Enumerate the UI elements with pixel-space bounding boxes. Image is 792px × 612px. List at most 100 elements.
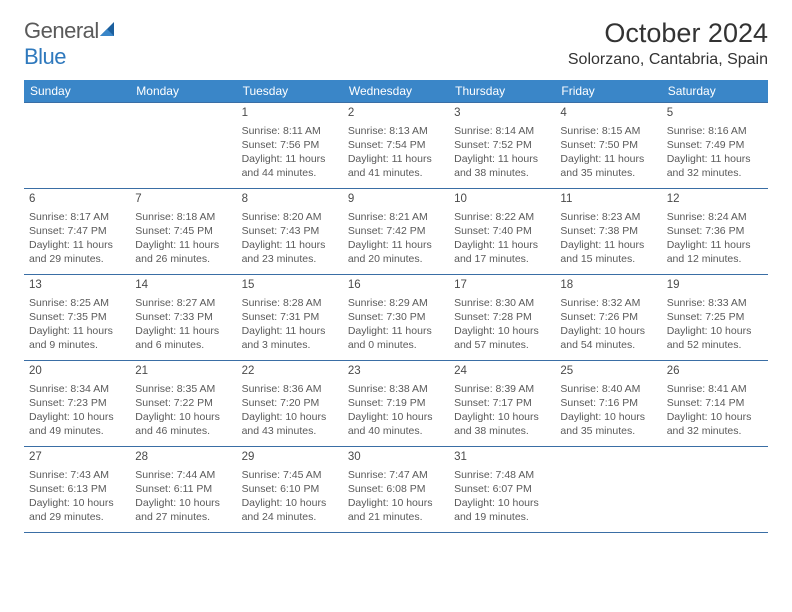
day-sunset: Sunset: 7:35 PM <box>29 310 125 324</box>
day-sunset: Sunset: 7:36 PM <box>667 224 763 238</box>
day-daylight2: and 17 minutes. <box>454 252 550 266</box>
day-daylight2: and 38 minutes. <box>454 166 550 180</box>
day-daylight2: and 40 minutes. <box>348 424 444 438</box>
day-daylight1: Daylight: 11 hours <box>135 238 231 252</box>
day-daylight2: and 54 minutes. <box>560 338 656 352</box>
calendar-day-cell <box>130 103 236 189</box>
day-daylight1: Daylight: 11 hours <box>29 238 125 252</box>
day-number: 30 <box>348 450 444 466</box>
day-sunset: Sunset: 7:33 PM <box>135 310 231 324</box>
calendar-day-cell: 10Sunrise: 8:22 AMSunset: 7:40 PMDayligh… <box>449 189 555 275</box>
day-sunset: Sunset: 7:56 PM <box>242 138 338 152</box>
day-sunset: Sunset: 7:42 PM <box>348 224 444 238</box>
day-daylight2: and 24 minutes. <box>242 510 338 524</box>
calendar-day-cell: 13Sunrise: 8:25 AMSunset: 7:35 PMDayligh… <box>24 275 130 361</box>
day-sunrise: Sunrise: 7:43 AM <box>29 468 125 482</box>
day-sunset: Sunset: 7:19 PM <box>348 396 444 410</box>
day-daylight2: and 0 minutes. <box>348 338 444 352</box>
day-daylight2: and 20 minutes. <box>348 252 444 266</box>
calendar-day-cell: 21Sunrise: 8:35 AMSunset: 7:22 PMDayligh… <box>130 361 236 447</box>
day-sunrise: Sunrise: 8:25 AM <box>29 296 125 310</box>
calendar-day-cell: 27Sunrise: 7:43 AMSunset: 6:13 PMDayligh… <box>24 447 130 533</box>
day-sunrise: Sunrise: 8:23 AM <box>560 210 656 224</box>
day-daylight1: Daylight: 11 hours <box>348 324 444 338</box>
day-daylight1: Daylight: 11 hours <box>348 238 444 252</box>
day-sunrise: Sunrise: 8:28 AM <box>242 296 338 310</box>
day-sunrise: Sunrise: 8:29 AM <box>348 296 444 310</box>
day-sunset: Sunset: 7:40 PM <box>454 224 550 238</box>
day-sunset: Sunset: 6:08 PM <box>348 482 444 496</box>
day-daylight2: and 44 minutes. <box>242 166 338 180</box>
calendar-day-cell: 1Sunrise: 8:11 AMSunset: 7:56 PMDaylight… <box>237 103 343 189</box>
calendar-week-row: 20Sunrise: 8:34 AMSunset: 7:23 PMDayligh… <box>24 361 768 447</box>
day-sunset: Sunset: 7:45 PM <box>135 224 231 238</box>
day-daylight2: and 27 minutes. <box>135 510 231 524</box>
month-title: October 2024 <box>568 18 768 49</box>
day-daylight1: Daylight: 10 hours <box>667 324 763 338</box>
day-daylight2: and 57 minutes. <box>454 338 550 352</box>
day-number: 11 <box>560 192 656 208</box>
header: General Blue October 2024 Solorzano, Can… <box>24 18 768 70</box>
calendar-day-cell: 3Sunrise: 8:14 AMSunset: 7:52 PMDaylight… <box>449 103 555 189</box>
day-sunrise: Sunrise: 8:34 AM <box>29 382 125 396</box>
calendar-day-cell: 25Sunrise: 8:40 AMSunset: 7:16 PMDayligh… <box>555 361 661 447</box>
day-daylight2: and 6 minutes. <box>135 338 231 352</box>
calendar-day-cell: 6Sunrise: 8:17 AMSunset: 7:47 PMDaylight… <box>24 189 130 275</box>
day-sunrise: Sunrise: 8:11 AM <box>242 124 338 138</box>
day-daylight1: Daylight: 11 hours <box>667 152 763 166</box>
day-sunrise: Sunrise: 7:48 AM <box>454 468 550 482</box>
calendar-day-cell: 19Sunrise: 8:33 AMSunset: 7:25 PMDayligh… <box>662 275 768 361</box>
day-header: Thursday <box>449 80 555 103</box>
day-daylight1: Daylight: 11 hours <box>560 238 656 252</box>
day-number: 31 <box>454 450 550 466</box>
day-sunset: Sunset: 7:47 PM <box>29 224 125 238</box>
day-daylight1: Daylight: 10 hours <box>29 410 125 424</box>
calendar-day-cell: 8Sunrise: 8:20 AMSunset: 7:43 PMDaylight… <box>237 189 343 275</box>
day-sunset: Sunset: 7:30 PM <box>348 310 444 324</box>
day-sunrise: Sunrise: 8:32 AM <box>560 296 656 310</box>
calendar-week-row: 1Sunrise: 8:11 AMSunset: 7:56 PMDaylight… <box>24 103 768 189</box>
day-daylight1: Daylight: 11 hours <box>348 152 444 166</box>
day-sunset: Sunset: 7:49 PM <box>667 138 763 152</box>
day-daylight2: and 41 minutes. <box>348 166 444 180</box>
day-daylight1: Daylight: 11 hours <box>29 324 125 338</box>
calendar-day-cell: 11Sunrise: 8:23 AMSunset: 7:38 PMDayligh… <box>555 189 661 275</box>
calendar-day-cell: 7Sunrise: 8:18 AMSunset: 7:45 PMDaylight… <box>130 189 236 275</box>
day-number: 6 <box>29 192 125 208</box>
day-sunrise: Sunrise: 8:22 AM <box>454 210 550 224</box>
day-daylight2: and 52 minutes. <box>667 338 763 352</box>
day-sunrise: Sunrise: 8:14 AM <box>454 124 550 138</box>
calendar-day-cell: 24Sunrise: 8:39 AMSunset: 7:17 PMDayligh… <box>449 361 555 447</box>
calendar-day-cell: 5Sunrise: 8:16 AMSunset: 7:49 PMDaylight… <box>662 103 768 189</box>
day-sunset: Sunset: 7:14 PM <box>667 396 763 410</box>
day-daylight1: Daylight: 10 hours <box>560 410 656 424</box>
day-daylight2: and 43 minutes. <box>242 424 338 438</box>
day-daylight2: and 49 minutes. <box>29 424 125 438</box>
day-sunrise: Sunrise: 8:24 AM <box>667 210 763 224</box>
day-daylight2: and 38 minutes. <box>454 424 550 438</box>
day-daylight1: Daylight: 10 hours <box>454 496 550 510</box>
calendar-day-cell: 2Sunrise: 8:13 AMSunset: 7:54 PMDaylight… <box>343 103 449 189</box>
day-daylight1: Daylight: 11 hours <box>454 152 550 166</box>
calendar-day-cell: 22Sunrise: 8:36 AMSunset: 7:20 PMDayligh… <box>237 361 343 447</box>
day-sunrise: Sunrise: 8:15 AM <box>560 124 656 138</box>
day-number: 20 <box>29 364 125 380</box>
day-daylight2: and 29 minutes. <box>29 510 125 524</box>
calendar-day-cell: 4Sunrise: 8:15 AMSunset: 7:50 PMDaylight… <box>555 103 661 189</box>
day-sunset: Sunset: 7:52 PM <box>454 138 550 152</box>
day-daylight1: Daylight: 10 hours <box>242 410 338 424</box>
calendar-day-cell: 31Sunrise: 7:48 AMSunset: 6:07 PMDayligh… <box>449 447 555 533</box>
day-daylight1: Daylight: 10 hours <box>348 496 444 510</box>
day-daylight2: and 19 minutes. <box>454 510 550 524</box>
day-daylight2: and 32 minutes. <box>667 166 763 180</box>
day-sunrise: Sunrise: 7:47 AM <box>348 468 444 482</box>
day-sunset: Sunset: 7:23 PM <box>29 396 125 410</box>
day-sunset: Sunset: 7:50 PM <box>560 138 656 152</box>
day-daylight1: Daylight: 10 hours <box>348 410 444 424</box>
day-daylight2: and 35 minutes. <box>560 424 656 438</box>
calendar-day-cell: 26Sunrise: 8:41 AMSunset: 7:14 PMDayligh… <box>662 361 768 447</box>
calendar-day-cell: 14Sunrise: 8:27 AMSunset: 7:33 PMDayligh… <box>130 275 236 361</box>
day-sunset: Sunset: 7:20 PM <box>242 396 338 410</box>
day-daylight2: and 23 minutes. <box>242 252 338 266</box>
day-sunrise: Sunrise: 8:30 AM <box>454 296 550 310</box>
